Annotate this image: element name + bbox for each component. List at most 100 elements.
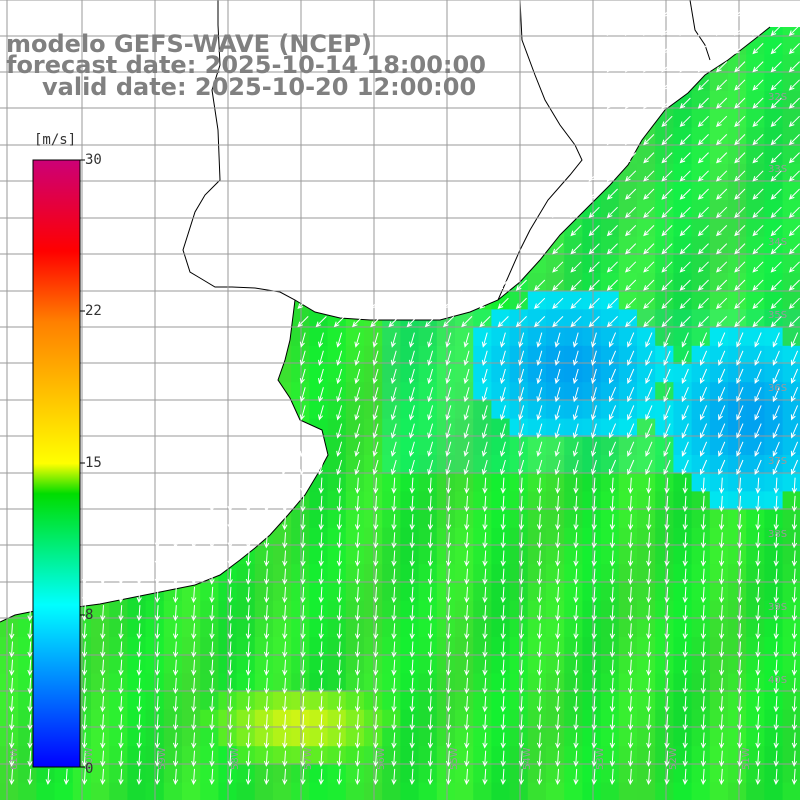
wind-speed-cell [491, 509, 511, 529]
wind-speed-cell [655, 728, 674, 747]
wind-arrow [282, 714, 288, 731]
wind-arrow [591, 768, 597, 786]
wind-arrow [736, 405, 744, 421]
wind-arrow [734, 97, 746, 109]
wind-speed-cell [182, 600, 201, 620]
wind-arrow [464, 495, 470, 513]
wind-speed-cell [728, 728, 747, 747]
wind-arrow [718, 423, 726, 439]
wind-speed-cell [637, 309, 656, 329]
wind-speed-cell [455, 709, 474, 729]
wind-speed-cell [582, 546, 602, 565]
wind-arrow [172, 641, 179, 658]
wind-arrow [697, 24, 709, 37]
wind-arrow [661, 97, 673, 109]
wind-speed-cell [728, 509, 747, 529]
wind-arrow [118, 586, 124, 604]
wind-arrow [790, 441, 799, 457]
wind-arrow [552, 225, 564, 237]
wind-arrow [536, 514, 543, 531]
wind-arrow [754, 368, 762, 385]
wind-arrow [373, 477, 379, 494]
wind-speed-cell [764, 236, 784, 256]
wind-speed-cell [764, 728, 784, 747]
wind-speed-cell [273, 564, 292, 583]
wind-speed-cell [309, 582, 329, 602]
wind-speed-cell [546, 418, 565, 438]
wind-speed-cell [618, 546, 638, 565]
wind-speed-cell [327, 691, 347, 711]
wind-speed-cell [418, 746, 438, 765]
wind-arrow [791, 696, 798, 713]
wind-arrow [788, 188, 800, 200]
wind-arrow [445, 605, 452, 622]
wind-arrow [9, 732, 15, 749]
wind-arrow [552, 279, 564, 291]
wind-speed-cell [345, 546, 365, 565]
wind-speed-cell [564, 637, 583, 656]
wind-arrow [100, 732, 106, 749]
wind-arrow [661, 170, 673, 182]
wind-speed-cell [254, 546, 274, 565]
wind-arrow [734, 24, 746, 37]
wind-speed-cell [254, 618, 274, 638]
wind-speed-cell [163, 764, 183, 784]
wind-arrow [481, 332, 488, 348]
wind-arrow [737, 768, 743, 786]
wind-speed-cell [546, 564, 565, 583]
wind-arrow [299, 405, 306, 421]
wind-speed-cell [746, 109, 765, 128]
wind-arrow [606, 61, 618, 73]
wind-speed-cell [18, 782, 37, 800]
wind-arrow [752, 188, 764, 200]
wind-arrow [299, 459, 306, 476]
wind-arrow [752, 79, 764, 91]
wind-speed-cell [254, 637, 274, 656]
wind-speed-cell [309, 728, 329, 747]
wind-speed-cell [473, 582, 492, 602]
wind-speed-cell [673, 582, 693, 602]
wind-arrow [536, 732, 543, 749]
wind-arrow [390, 459, 397, 476]
wind-arrow [81, 659, 88, 676]
wind-arrow [715, 79, 728, 91]
wind-speed-cell [564, 418, 583, 438]
wind-arrow [697, 152, 709, 164]
wind-speed-cell [473, 782, 492, 800]
wind-speed-cell [691, 273, 711, 292]
wind-speed-cell [254, 655, 274, 674]
wind-speed-cell [618, 527, 638, 547]
wind-arrow [318, 696, 324, 713]
wind-arrow [409, 641, 415, 658]
wind-arrow [755, 605, 761, 622]
wind-speed-cell [273, 746, 292, 765]
wind-arrow [736, 350, 744, 366]
wind-arrow [373, 659, 379, 676]
wind-arrow [554, 332, 561, 348]
wind-speed-cell [637, 418, 656, 438]
wind-speed-cell [655, 273, 674, 292]
wind-speed-cell [327, 418, 347, 438]
wind-arrow [372, 423, 379, 439]
wind-speed-cell [127, 655, 147, 674]
wind-arrow [336, 495, 343, 513]
wind-arrow [645, 459, 653, 476]
wind-speed-cell [182, 728, 201, 747]
wind-arrow [227, 514, 233, 531]
wind-speed-cell [309, 600, 329, 620]
wind-arrow [354, 714, 361, 731]
wind-arrow [391, 750, 397, 767]
wind-speed-cell [582, 309, 602, 329]
wind-speed-cell [455, 400, 474, 420]
wind-speed-cell [455, 491, 474, 511]
wind-arrow [591, 387, 597, 403]
wind-speed-cell [764, 600, 784, 620]
wind-arrow [518, 659, 525, 676]
wind-arrow [718, 641, 725, 658]
wind-arrow [281, 459, 288, 476]
wind-speed-cell [691, 673, 711, 693]
wind-arrow [245, 732, 252, 749]
wind-speed-cell [327, 764, 347, 784]
wind-arrow [646, 732, 652, 749]
wind-speed-cell [200, 782, 219, 800]
